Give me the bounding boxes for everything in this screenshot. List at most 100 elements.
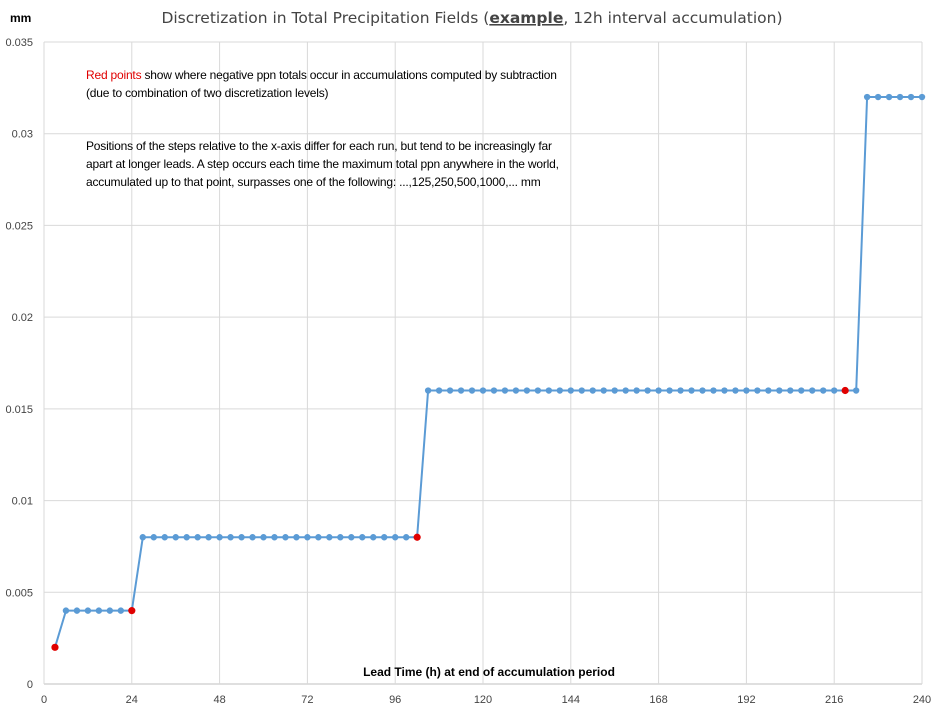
data-point [183, 534, 190, 541]
x-tick-label: 240 [913, 694, 931, 706]
data-point [479, 387, 487, 394]
data-point [622, 387, 629, 394]
data-point [446, 387, 454, 394]
data-point [896, 93, 904, 101]
x-tick-label: 72 [301, 694, 313, 706]
data-point [688, 387, 695, 394]
data-point [381, 534, 388, 541]
data-point [677, 387, 684, 394]
data-point [238, 534, 245, 541]
y-tick-label: 0.035 [5, 37, 33, 49]
chart-title: Discretization in Total Precipitation Fi… [161, 9, 782, 27]
data-point [205, 534, 212, 541]
annotation-red-points: Red points show where negative ppn total… [86, 66, 566, 102]
data-point [666, 387, 673, 394]
data-point [545, 387, 553, 394]
data-point [907, 93, 915, 101]
data-point [161, 534, 168, 541]
data-point [710, 387, 717, 394]
data-point [490, 387, 498, 394]
data-point [699, 387, 706, 394]
data-point [84, 607, 92, 614]
data-point [370, 534, 377, 541]
x-tick-label: 0 [41, 694, 47, 706]
data-point [754, 387, 761, 394]
data-point [260, 534, 267, 541]
data-point [776, 387, 783, 394]
data-point [337, 534, 344, 541]
data-point [139, 534, 146, 541]
y-tick-label: 0.005 [5, 587, 33, 599]
x-tick-label: 120 [474, 694, 492, 706]
data-point [106, 607, 114, 614]
data-point [589, 387, 596, 394]
data-point [435, 387, 443, 394]
data-point [73, 607, 81, 614]
data-point [501, 387, 509, 394]
annotation-red-label: Red points [86, 68, 142, 82]
y-unit-label: mm [10, 11, 31, 25]
data-point [918, 93, 926, 101]
data-point [523, 387, 531, 394]
data-point [392, 534, 399, 541]
x-tick-label: 168 [649, 694, 667, 706]
x-axis-ticks: 0 24 48 72 96 120 144 168 192 216 240 [41, 694, 931, 706]
data-point [765, 387, 772, 394]
data-point [293, 534, 300, 541]
data-point [743, 387, 750, 394]
annotation-steps: Positions of the steps relative to the x… [86, 139, 559, 189]
data-point [348, 534, 355, 541]
x-tick-label: 96 [389, 694, 401, 706]
data-point [831, 387, 838, 394]
data-point [282, 534, 289, 541]
data-point [600, 387, 607, 394]
data-point [655, 387, 662, 394]
data-point [468, 387, 476, 394]
x-axis-label: Lead Time (h) at end of accumulation per… [363, 665, 615, 679]
data-point [227, 534, 234, 541]
data-point [556, 387, 564, 394]
data-point [885, 93, 893, 101]
data-point [787, 387, 794, 394]
data-point [874, 93, 882, 101]
data-point [271, 534, 278, 541]
x-tick-label: 216 [825, 694, 843, 706]
data-point [194, 534, 201, 541]
y-axis-ticks: 0 0.005 0.01 0.015 0.02 0.025 0.03 0.035 [5, 37, 33, 691]
data-point [216, 534, 223, 541]
negative-point [413, 533, 421, 541]
data-point [721, 387, 728, 394]
x-tick-label: 192 [737, 694, 755, 706]
data-point [95, 607, 103, 614]
data-point [457, 387, 465, 394]
data-point [732, 387, 739, 394]
data-point [512, 387, 520, 394]
data-point [611, 387, 618, 394]
data-point [402, 534, 410, 541]
series [51, 93, 926, 651]
data-point [567, 387, 574, 394]
data-point [172, 534, 179, 541]
data-point [809, 387, 816, 394]
data-point [150, 534, 157, 541]
grid [43, 41, 923, 685]
data-point [62, 607, 70, 614]
negative-point [128, 607, 136, 615]
y-tick-label: 0.03 [12, 129, 33, 141]
data-point [424, 387, 432, 394]
y-tick-label: 0 [27, 679, 33, 691]
data-point [798, 387, 805, 394]
data-point [117, 607, 125, 614]
data-point [326, 534, 333, 541]
data-point [852, 387, 860, 394]
data-point [315, 534, 322, 541]
y-tick-label: 0.015 [5, 404, 33, 416]
y-tick-label: 0.01 [12, 496, 33, 508]
x-tick-label: 48 [213, 694, 225, 706]
data-point [578, 387, 585, 394]
y-tick-label: 0.025 [5, 220, 33, 232]
data-point [820, 387, 827, 394]
negative-point [51, 643, 59, 651]
data-point [863, 93, 871, 101]
